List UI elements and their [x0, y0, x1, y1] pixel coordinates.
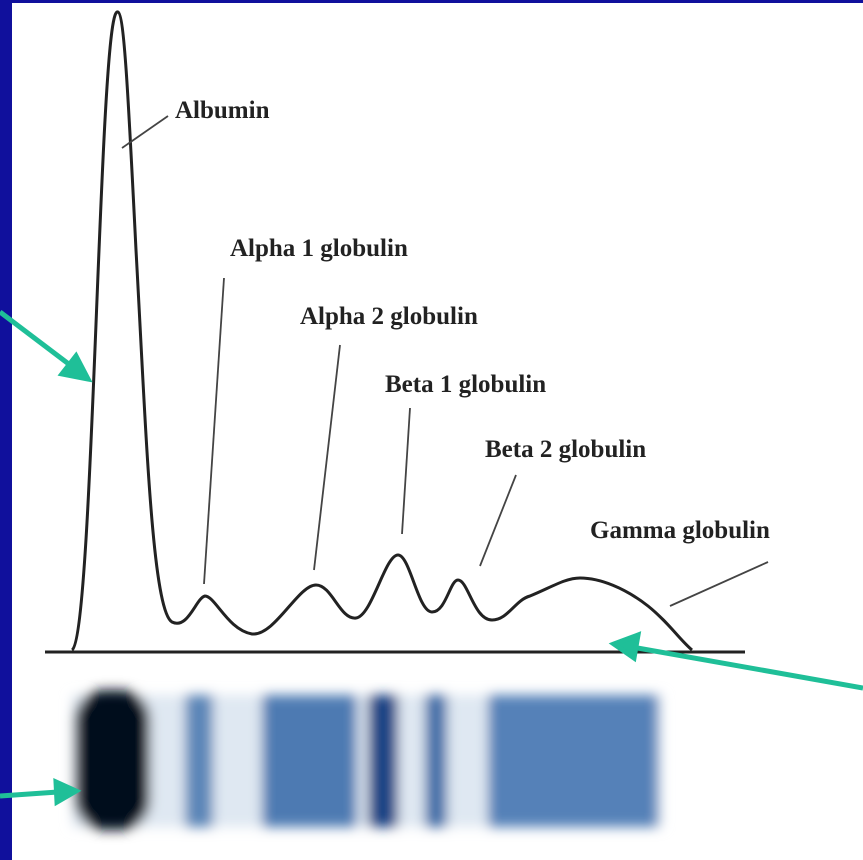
peak-label: Beta 1 globulin [385, 371, 546, 398]
page: Albumin Alpha 1 globulin Alpha 2 globuli… [0, 0, 863, 860]
gel-band [488, 695, 658, 827]
gel-band [425, 695, 447, 827]
gel-band [185, 695, 213, 827]
peak-label: Alpha 1 globulin [230, 235, 408, 262]
peak-label: Beta 2 globulin [485, 436, 646, 463]
gel-band [368, 695, 398, 827]
peak-label: Gamma globulin [590, 517, 770, 544]
gel-strip [72, 690, 662, 830]
peak-label: Albumin [175, 97, 270, 124]
gel-band [262, 695, 357, 827]
gel-band [75, 690, 150, 830]
peak-label: Alpha 2 globulin [300, 303, 478, 330]
slide: Albumin Alpha 1 globulin Alpha 2 globuli… [0, 0, 863, 860]
